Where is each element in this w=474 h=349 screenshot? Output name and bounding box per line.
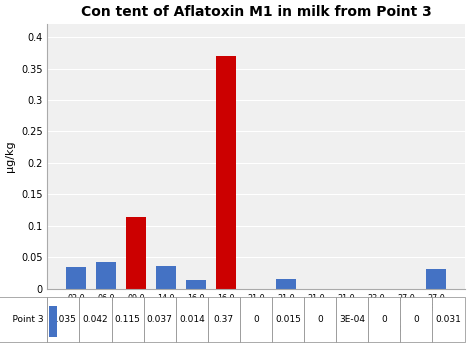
Bar: [276, 280, 296, 289]
Bar: [126, 216, 146, 289]
Bar: [156, 266, 176, 289]
Bar: [216, 56, 236, 289]
Bar: [426, 269, 446, 289]
Bar: [96, 262, 116, 289]
Y-axis label: μg/kg: μg/kg: [5, 141, 15, 172]
Bar: [49, 306, 57, 337]
Title: Con tent of Aflatoxin M1 in milk from Point 3: Con tent of Aflatoxin M1 in milk from Po…: [81, 5, 431, 19]
Bar: [66, 267, 86, 289]
Bar: [186, 280, 206, 289]
